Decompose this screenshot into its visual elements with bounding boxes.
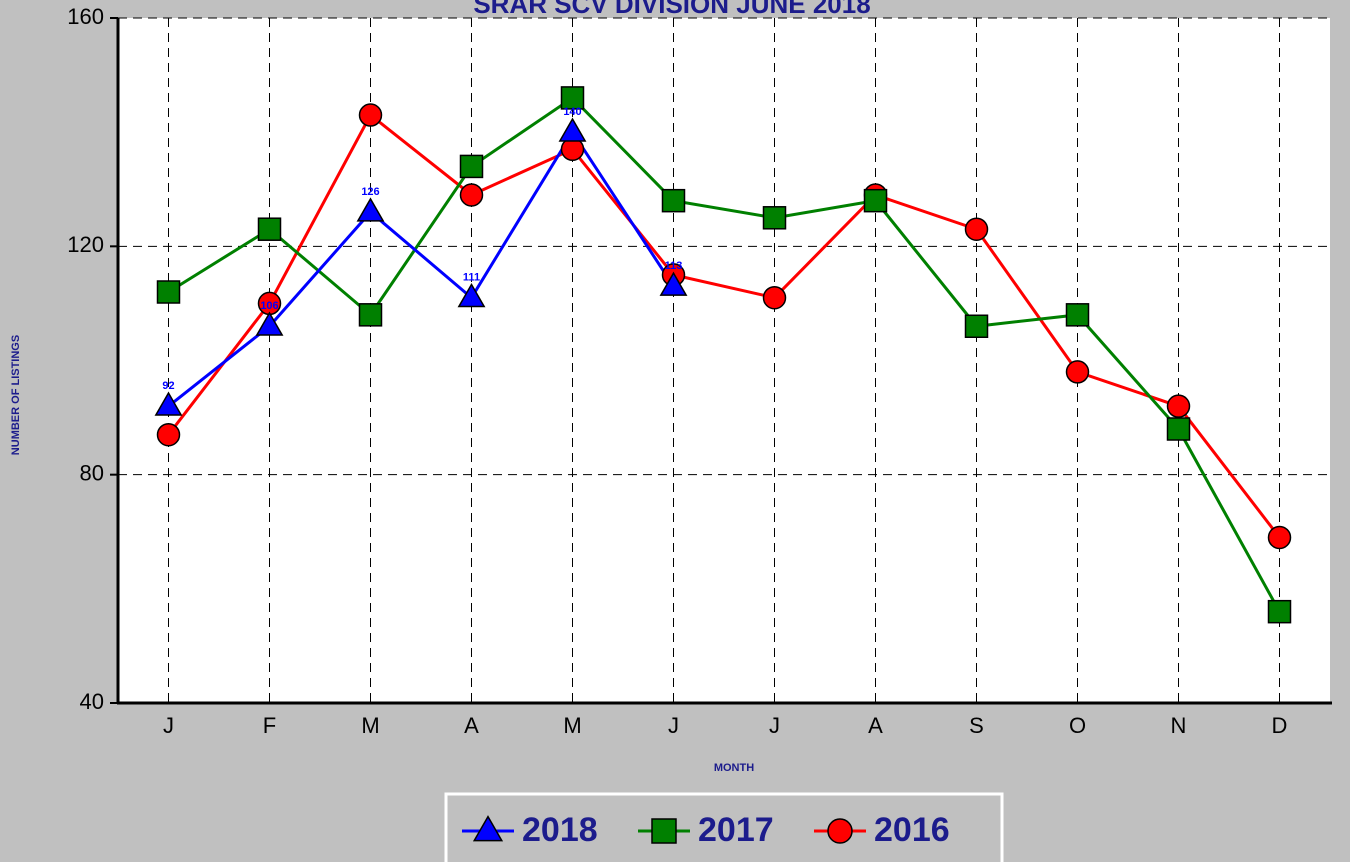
x-tick-label: F — [263, 713, 276, 738]
marker-circle — [1065, 360, 1090, 384]
x-tick-label: A — [464, 713, 479, 738]
marker-triangle — [659, 271, 688, 296]
data-label: 92 — [162, 380, 174, 392]
y-tick-label: 120 — [67, 232, 104, 257]
marker-square — [1166, 417, 1191, 441]
x-axis-label: MONTH — [714, 762, 754, 774]
marker-square — [156, 280, 181, 304]
series-lines: 92 106 126 111 140 113 — [154, 86, 1292, 624]
y-tick-label: 40 — [80, 689, 104, 714]
x-tick-label: M — [361, 713, 379, 738]
marker-triangle — [154, 391, 183, 416]
series-line — [167, 112, 1281, 539]
x-tick-label: A — [868, 713, 883, 738]
x-tick-label: D — [1272, 713, 1288, 738]
marker-triangle — [472, 815, 504, 842]
marker-circle — [358, 103, 383, 127]
x-tick-label: M — [563, 713, 581, 738]
x-tick-label: J — [668, 713, 679, 738]
legend: 2018 2017 2016 — [462, 811, 950, 849]
marker-square — [358, 303, 383, 327]
marker-square — [863, 188, 888, 213]
x-tick-label: J — [163, 713, 174, 738]
marker-circle — [156, 422, 181, 447]
plot-area — [118, 18, 1330, 703]
marker-triangle — [457, 283, 486, 308]
marker-circle — [459, 183, 484, 207]
marker-square — [762, 206, 787, 230]
y-tick-label: 80 — [80, 460, 104, 485]
marker-square — [661, 188, 686, 213]
legend-label: 2016 — [874, 811, 950, 849]
marker-square — [651, 818, 677, 844]
data-label: 106 — [260, 300, 278, 312]
y-axis-label: NUMBER OF LISTINGS — [10, 335, 22, 455]
marker-circle — [1166, 394, 1191, 418]
data-label: 126 — [361, 186, 379, 198]
marker-triangle — [356, 197, 385, 222]
y-tick-label: 160 — [67, 4, 104, 29]
series-line — [167, 129, 675, 408]
data-label: 113 — [665, 260, 683, 272]
marker-triangle — [255, 311, 284, 336]
marker-square — [257, 217, 282, 241]
marker-circle — [827, 818, 853, 844]
x-tick-label: O — [1069, 713, 1086, 738]
chart-title: SRAR SCV DIVISION JUNE 2018 — [473, 0, 870, 19]
legend-box — [444, 792, 1004, 862]
marker-triangle — [558, 117, 587, 142]
data-label: 111 — [463, 272, 480, 284]
marker-square — [459, 154, 484, 179]
marker-circle — [1267, 525, 1292, 550]
data-label: 140 — [563, 106, 581, 118]
x-tick-label: S — [969, 713, 984, 738]
x-tick-label: N — [1171, 713, 1187, 738]
marker-square — [1065, 303, 1090, 327]
legend-label: 2017 — [698, 811, 774, 849]
marker-square — [1267, 599, 1292, 624]
marker-square — [560, 86, 585, 110]
x-tick-label: J — [769, 713, 780, 738]
marker-square — [964, 314, 989, 338]
marker-circle — [964, 217, 989, 241]
marker-circle — [762, 285, 787, 310]
legend-label: 2018 — [522, 811, 598, 849]
series-line — [167, 95, 1281, 613]
